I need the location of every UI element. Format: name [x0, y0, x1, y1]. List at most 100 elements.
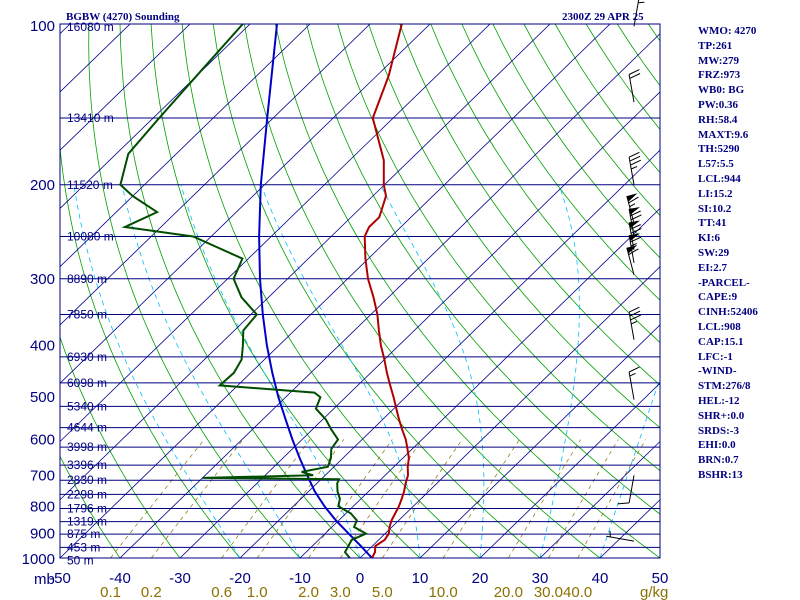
mixing-ratio-line [382, 439, 463, 558]
index-line: TH:5290 [698, 143, 740, 156]
pressure-unit-label: mb [34, 571, 55, 588]
height-label: 2298 m [67, 487, 107, 501]
temperature-line [363, 24, 410, 558]
wind-barb [617, 475, 635, 505]
mixing-ratio-line [256, 439, 344, 558]
height-label: 875 m [67, 527, 100, 541]
station-title: BGBW (4270) Sounding [66, 11, 180, 23]
height-label: 453 m [67, 540, 100, 554]
index-line: CINH:52406 [698, 306, 758, 319]
dewpoint-line [119, 24, 369, 558]
pressure-tick-label: 600 [30, 432, 55, 449]
dry-adiabat-line [60, 455, 121, 558]
isotherm-line [60, 24, 311, 268]
mixing-ratio-label: 2.0 [298, 584, 319, 600]
temperature-tick-label: -40 [109, 570, 131, 587]
index-line: BRN:0.7 [698, 454, 739, 467]
index-line: WB0: BG [698, 84, 745, 97]
dry-adiabat-line [60, 335, 181, 558]
height-label: 4644 m [67, 421, 107, 435]
index-line: LFC:-1 [698, 350, 733, 363]
pressure-tick-label: 100 [30, 18, 55, 35]
isotherm-line [60, 24, 431, 384]
isotherm-line [60, 24, 131, 93]
isotherm-line [60, 24, 251, 210]
moist-adiabat-line [121, 184, 301, 558]
height-label: 10080 m [67, 229, 114, 243]
index-line: MAXT:9.6 [698, 128, 749, 141]
index-line: CAP:15.1 [698, 335, 744, 348]
temperature-tick-label: 10 [412, 570, 429, 587]
mixing-ratio-line [548, 439, 619, 558]
height-label: 2830 m [67, 473, 107, 487]
isotherm-line [419, 324, 660, 558]
mixing-ratio-line [221, 439, 311, 558]
index-line: LCL:908 [698, 320, 741, 333]
pressure-tick-label: 400 [30, 338, 55, 355]
temperature-tick-label: 40 [592, 570, 609, 587]
isotherm-line [60, 24, 191, 151]
pressure-tick-label: 700 [30, 467, 55, 484]
index-line: MW:279 [698, 54, 739, 67]
moist-adiabat-line [180, 184, 361, 558]
mixing-ratio-unit-label: g/kg [640, 584, 668, 600]
index-line: SRDS:-3 [698, 424, 739, 437]
wind-barb [628, 69, 641, 103]
height-label: 1796 m [67, 502, 107, 516]
indices-panel: WMO: 4270 TP:261 MW:279 FRZ:973 WB0: BG PW:0.… [698, 24, 798, 483]
index-line: EHI:0.0 [698, 439, 736, 452]
moist-adiabat-line [73, 184, 241, 558]
plot-frame [59, 23, 661, 559]
height-label: 7850 m [67, 308, 107, 322]
isotherm-line [60, 24, 371, 326]
pressure-axis: 1000 900 800 700 600 500 400 300 200 100 [22, 18, 55, 568]
temperature-tick-label: 0 [356, 570, 364, 587]
index-line: BSHR:13 [698, 468, 743, 481]
temperature-tick-label: -10 [289, 570, 311, 587]
wind-barb [626, 193, 639, 224]
mixing-ratio-label: 30.0 [534, 584, 563, 600]
wind-barb [628, 151, 642, 185]
mixing-ratio-label: 20.0 [494, 584, 523, 600]
isotherm-line [479, 382, 660, 558]
wind-barb [628, 207, 642, 237]
pressure-tick-label: 500 [30, 389, 55, 406]
wind-barb [606, 530, 635, 542]
index-line: KI:6 [698, 232, 720, 245]
index-line: SHR+:0.0 [698, 409, 745, 422]
index-line: PW:0.36 [698, 98, 739, 111]
parcel-line [258, 24, 373, 558]
mixing-ratio-line [110, 439, 205, 558]
index-line: SW:29 [698, 246, 730, 259]
index-line: TT:41 [698, 217, 727, 230]
mixing-ratio-label: 3.0 [330, 584, 351, 600]
mixing-ratio-label: 10.0 [429, 584, 458, 600]
temperature-axis: -50 -40 -30 -20 -10 0 10 20 30 40 50 [49, 570, 668, 587]
isotherm-line [299, 207, 660, 558]
mixing-ratio-label: 0.6 [211, 584, 232, 600]
index-line: LI:15.2 [698, 187, 733, 200]
isotherm-line [239, 149, 660, 558]
pressure-tick-label: 200 [30, 177, 55, 194]
mixing-ratio-label: 0.1 [100, 584, 121, 600]
height-label: 50 m [67, 553, 94, 567]
mixing-ratio-axis: 0.1 0.2 0.6 1.0 2.0 3.0 5.0 10.0 20.0 30.0 40.0 [100, 584, 592, 600]
isotherm-line [359, 266, 660, 558]
mixing-ratio-line [308, 439, 393, 558]
index-line: -PARCEL- [698, 276, 750, 289]
temperature-tick-label: 20 [472, 570, 489, 587]
mixing-ratio-line [442, 439, 520, 558]
height-label: 1319 m [67, 515, 107, 529]
temperature-tick-label: -50 [49, 570, 71, 587]
mixing-ratio-line [508, 439, 581, 558]
isotherm-line [60, 24, 491, 443]
mixing-ratio-line [151, 439, 244, 558]
index-line: TP:261 [698, 39, 733, 52]
height-label: 6930 m [67, 350, 107, 364]
wind-barb [628, 366, 640, 400]
pressure-tick-label: 800 [30, 498, 55, 515]
temperature-tick-label: -20 [229, 570, 251, 587]
height-label: 6098 m [67, 376, 107, 390]
